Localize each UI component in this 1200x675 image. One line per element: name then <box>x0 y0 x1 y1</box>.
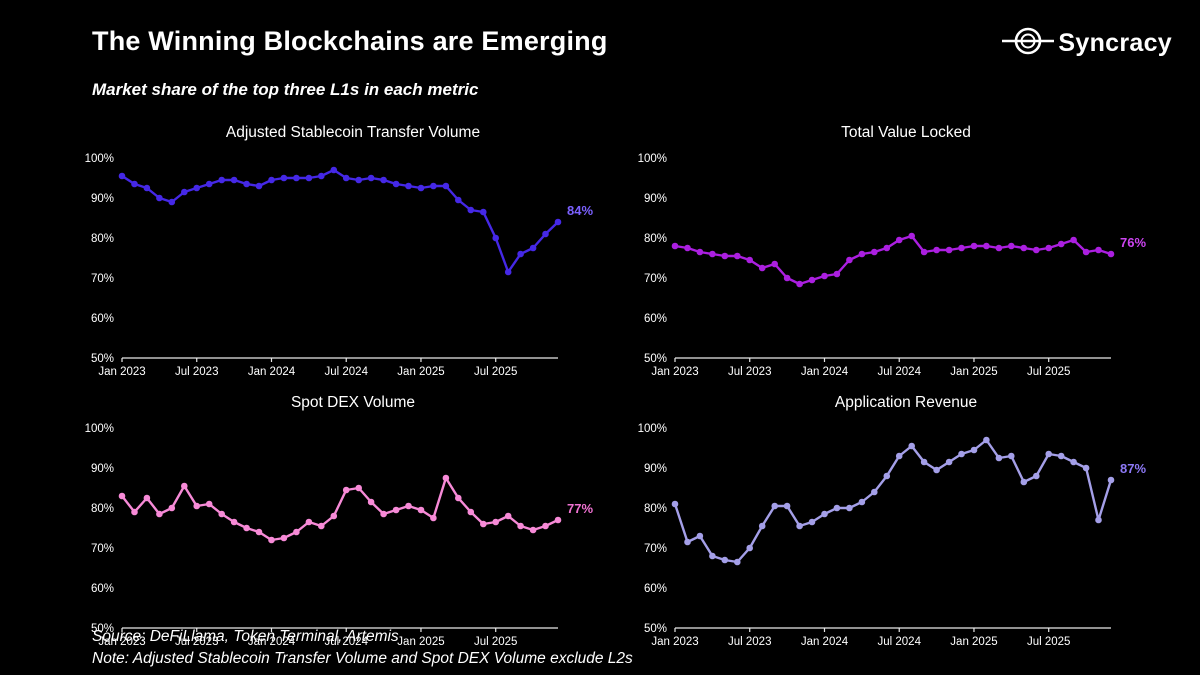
svg-text:Jan 2025: Jan 2025 <box>397 366 444 378</box>
svg-text:Jan 2023: Jan 2023 <box>98 366 145 378</box>
chart-card-spot-dex-volume: Spot DEX Volume 100% 90% 80% 70% 60% 50% Jan 2… <box>62 390 610 654</box>
footer: Source: DeFiLlama, Token Terminal, Artem… <box>92 626 633 671</box>
page-title: The Winning Blockchains are Emerging <box>92 26 608 56</box>
syncracy-logo: Syncracy <box>1002 24 1172 63</box>
chart-title: Total Value Locked <box>841 124 971 141</box>
syncracy-logo-icon <box>1002 24 1055 63</box>
svg-text:100%: 100% <box>85 153 114 165</box>
svg-text:Jul 2023: Jul 2023 <box>175 636 218 648</box>
svg-text:90%: 90% <box>91 193 114 205</box>
svg-text:90%: 90% <box>91 463 114 475</box>
svg-text:90%: 90% <box>644 193 667 205</box>
svg-text:100%: 100% <box>638 423 667 435</box>
note-line: Note: Adjusted Stablecoin Transfer Volum… <box>92 650 633 668</box>
chart-card-stablecoin-volume: Adjusted Stablecoin Transfer Volume 100%… <box>62 120 610 384</box>
svg-text:Jul 2024: Jul 2024 <box>877 366 921 378</box>
source-line: Source: DeFiLlama, Token Terminal, Artem… <box>92 628 399 645</box>
svg-text:50%: 50% <box>644 623 667 635</box>
chart-title: Spot DEX Volume <box>290 394 416 411</box>
svg-text:Jan 2024: Jan 2024 <box>248 636 296 648</box>
svg-text:Jan 2024: Jan 2024 <box>801 636 849 648</box>
svg-text:Jan 2024: Jan 2024 <box>248 366 296 378</box>
svg-text:Jan 2025: Jan 2025 <box>950 636 997 648</box>
svg-text:60%: 60% <box>91 583 114 595</box>
svg-text:87%: 87% <box>1120 461 1146 476</box>
svg-text:60%: 60% <box>644 313 667 325</box>
svg-text:Jul 2025: Jul 2025 <box>474 366 517 378</box>
line-chart-spot-dex-volume: 100% 90% 80% 70% 60% 50%Jan 2023 Jul 2023 Jan 2… <box>85 423 594 648</box>
line-chart-application-revenue: 100% 90% 80% 70% 60% 50%Jan 2023 Jul 2023 Jan 2… <box>638 423 1147 648</box>
svg-text:50%: 50% <box>644 353 667 365</box>
svg-text:Jul 2023: Jul 2023 <box>175 366 218 378</box>
svg-text:Jul 2024: Jul 2024 <box>877 636 921 648</box>
svg-text:80%: 80% <box>644 233 667 245</box>
svg-text:100%: 100% <box>85 423 114 435</box>
svg-text:90%: 90% <box>644 463 667 475</box>
svg-text:Jul 2024: Jul 2024 <box>324 636 368 648</box>
line-chart-stablecoin-volume: 100% 90% 80% 70% 60% 50%Jan 2023 Jul 2023 Jan 2… <box>85 153 594 378</box>
svg-text:Jul 2025: Jul 2025 <box>1027 366 1070 378</box>
svg-text:80%: 80% <box>644 503 667 515</box>
charts-grid: Adjusted Stablecoin Transfer Volume 100%… <box>62 120 1168 654</box>
svg-text:70%: 70% <box>644 273 667 285</box>
svg-text:Jan 2025: Jan 2025 <box>397 636 444 648</box>
svg-text:Jan 2025: Jan 2025 <box>950 366 997 378</box>
svg-text:Jul 2024: Jul 2024 <box>324 366 368 378</box>
line-chart-total-value-locked: 100% 90% 80% 70% 60% 50%Jan 2023 Jul 2023 Jan 2… <box>638 153 1147 378</box>
svg-text:77%: 77% <box>567 501 593 516</box>
svg-text:50%: 50% <box>91 623 114 635</box>
svg-text:76%: 76% <box>1120 235 1146 250</box>
svg-text:Jan 2024: Jan 2024 <box>801 366 849 378</box>
svg-text:Jan 2023: Jan 2023 <box>98 636 145 648</box>
svg-text:50%: 50% <box>91 353 114 365</box>
svg-text:70%: 70% <box>91 543 114 555</box>
svg-text:Jan 2023: Jan 2023 <box>651 366 698 378</box>
svg-text:Jul 2025: Jul 2025 <box>474 636 517 648</box>
svg-text:80%: 80% <box>91 503 114 515</box>
chart-card-total-value-locked: Total Value Locked 100% 90% 80% 70% 60% 50% Ja… <box>615 120 1163 384</box>
svg-text:Jul 2023: Jul 2023 <box>728 366 771 378</box>
syncracy-logo-text: Syncracy <box>1058 29 1172 57</box>
chart-card-application-revenue: Application Revenue 100% 90% 80% 70% 60% 50% J… <box>615 390 1163 654</box>
svg-text:Jul 2023: Jul 2023 <box>728 636 771 648</box>
svg-text:70%: 70% <box>91 273 114 285</box>
svg-text:70%: 70% <box>644 543 667 555</box>
svg-text:Jan 2023: Jan 2023 <box>651 636 698 648</box>
svg-text:80%: 80% <box>91 233 114 245</box>
svg-text:84%: 84% <box>567 203 593 218</box>
chart-title: Application Revenue <box>834 394 978 411</box>
svg-text:60%: 60% <box>644 583 667 595</box>
svg-text:60%: 60% <box>91 313 114 325</box>
page-subtitle: Market share of the top three L1s in eac… <box>92 80 479 99</box>
svg-text:100%: 100% <box>638 153 667 165</box>
chart-title: Adjusted Stablecoin Transfer Volume <box>225 124 481 141</box>
svg-text:Jul 2025: Jul 2025 <box>1027 636 1070 648</box>
